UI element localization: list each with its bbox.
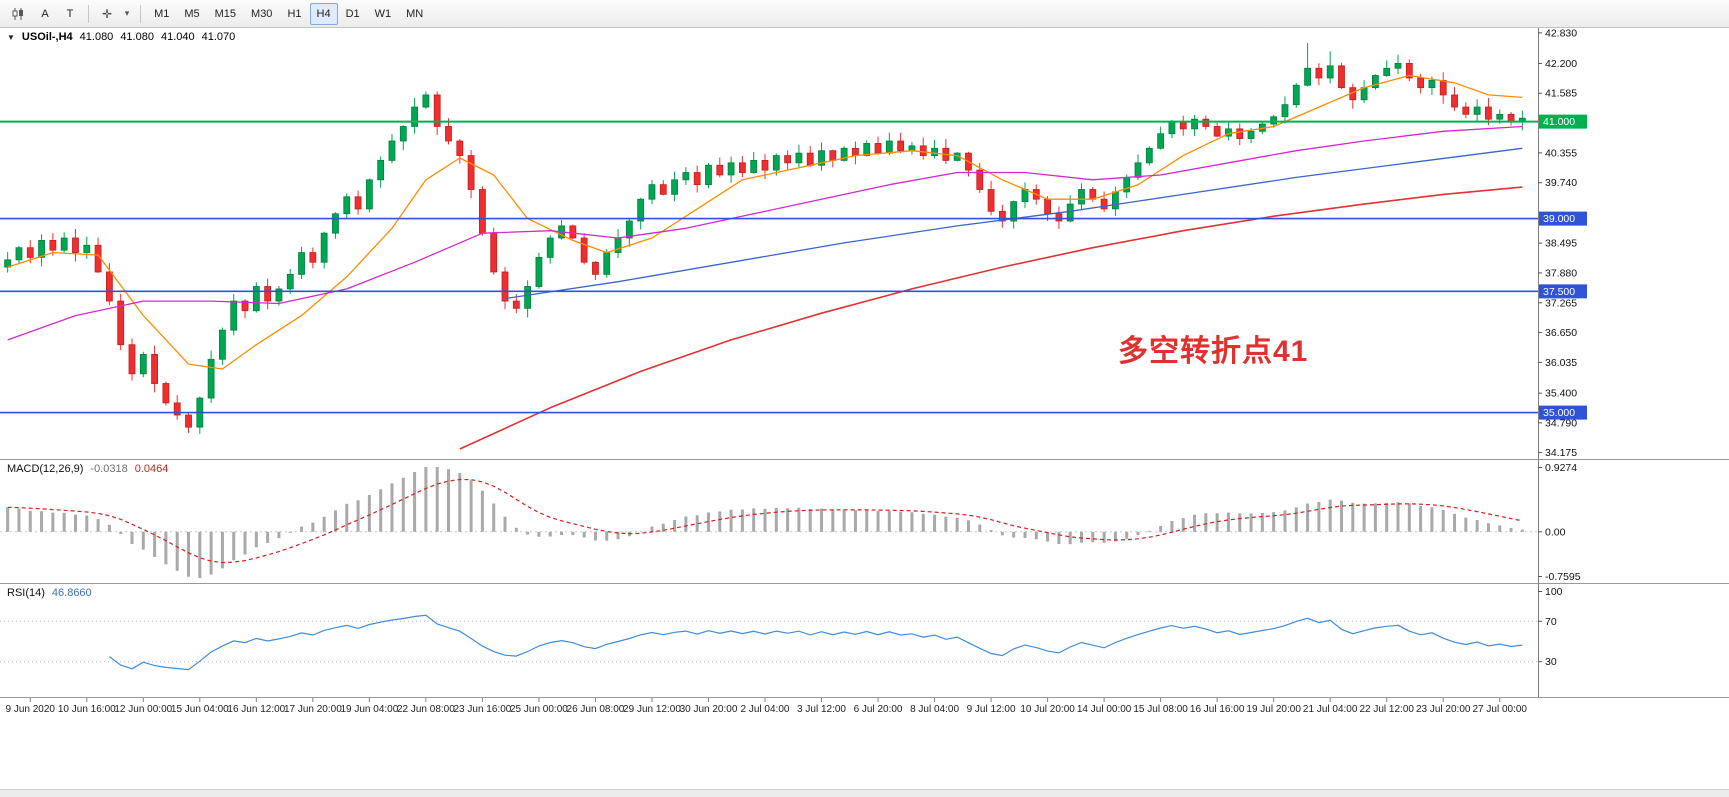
price-axis-label: 37.880	[1545, 267, 1577, 279]
price-axis-label: 37.265	[1545, 297, 1577, 309]
chart-title: ▼ USOil-,H4 41.080 41.080 41.040 41.070	[7, 31, 235, 43]
candlestick-chart-icon	[12, 7, 23, 20]
macd-axis-label: -0.7595	[1545, 571, 1581, 583]
price-axis-label: 38.495	[1545, 238, 1577, 250]
toolbar: A T ✛ ▾ M1 M5 M15 M30 H1 H4 D1 W1 MN	[0, 0, 1729, 28]
time-axis-label: 6 Jul 20:00	[854, 704, 903, 715]
time-axis-label: 23 Jul 20:00	[1416, 704, 1471, 715]
status-strip	[0, 789, 1729, 797]
timeframe-button-m15[interactable]: M15	[208, 3, 243, 25]
ohlc-close: 41.070	[201, 31, 236, 43]
time-axis-label: 10 Jul 20:00	[1020, 704, 1075, 715]
ohlc-high: 41.080	[120, 31, 154, 43]
time-axis-label: 15 Jun 04:00	[171, 704, 229, 715]
collapse-icon[interactable]: ▼	[7, 32, 15, 42]
price-axis-label: 41.585	[1545, 88, 1577, 100]
price-axis-label: 42.200	[1545, 58, 1577, 70]
macd-axis-label: 0.9274	[1545, 462, 1577, 474]
timeframe-button-m5[interactable]: M5	[177, 3, 206, 25]
price-axis-label: 39.740	[1545, 177, 1577, 189]
price-badge-label: 41.000	[1543, 116, 1575, 128]
time-axis-label: 9 Jul 12:00	[967, 704, 1016, 715]
time-axis-label: 29 Jun 12:00	[623, 704, 681, 715]
price-badge-label: 37.500	[1543, 286, 1575, 298]
toolbar-button-t[interactable]: T	[58, 3, 82, 25]
price-axis-label: 34.175	[1545, 447, 1577, 459]
time-axis-label: 30 Jun 20:00	[680, 704, 738, 715]
price-axis-label: 36.650	[1545, 327, 1577, 339]
caret-down-icon[interactable]: ▾	[120, 3, 134, 25]
time-axis-label: 3 Jul 12:00	[797, 704, 846, 715]
chart-type-icon[interactable]	[4, 3, 32, 25]
candles	[4, 43, 1526, 434]
toolbar-separator	[140, 4, 142, 23]
macd-histogram	[6, 467, 1524, 578]
rsi-axis-label: 70	[1545, 616, 1557, 628]
price-badge	[1539, 114, 1587, 129]
time-axis-label: 16 Jun 12:00	[227, 704, 285, 715]
price-axis-label: 36.035	[1545, 357, 1577, 369]
price-badge-label: 35.000	[1543, 407, 1575, 419]
ma-medium-magenta	[7, 125, 1523, 341]
timeframe-button-w1[interactable]: W1	[368, 3, 399, 25]
price-axis-label: 40.355	[1545, 147, 1577, 159]
ohlc-low: 41.040	[160, 31, 195, 43]
time-axis-label: 26 Jun 08:00	[567, 704, 625, 715]
timeframe-button-h1[interactable]: H1	[280, 3, 308, 25]
price-badge	[1539, 405, 1587, 420]
rsi-value: 46.8660	[51, 587, 92, 599]
time-axis-label: 23 Jun 16:00	[453, 704, 511, 715]
time-axis-label: 27 Jul 00:00	[1472, 704, 1527, 715]
time-axis-label: 9 Jun 2020	[6, 704, 56, 715]
macd-name: MACD(12,26,9)	[7, 463, 84, 475]
timeframe-button-m1[interactable]: M1	[147, 3, 176, 25]
time-axis-label: 25 Jun 00:00	[510, 704, 568, 715]
symbol-timeframe-label: USOil-,H4	[21, 31, 73, 43]
time-axis-label: 17 Jun 20:00	[284, 704, 342, 715]
time-axis-label: 19 Jul 20:00	[1246, 704, 1301, 715]
toolbar-separator	[88, 4, 89, 23]
macd-value-signal: 0.0464	[134, 463, 169, 475]
rsi-axis-label: 30	[1545, 656, 1557, 668]
time-axis-label: 21 Jul 04:00	[1303, 704, 1358, 715]
price-axis-label: 35.400	[1545, 388, 1577, 400]
toolbar-button-a[interactable]: A	[33, 3, 57, 25]
timeframe-button-m30[interactable]: M30	[244, 3, 279, 25]
annotation-text[interactable]: 多空转折点41	[1118, 335, 1309, 368]
time-axis-label: 12 Jun 00:00	[114, 704, 172, 715]
time-axis-label: 15 Jul 08:00	[1133, 704, 1188, 715]
rsi-name: RSI(14)	[7, 587, 45, 599]
rsi-axis-label: 100	[1545, 586, 1563, 598]
rsi-line	[109, 614, 1523, 671]
time-axis-label: 2 Jul 04:00	[741, 704, 790, 715]
crosshair-icon[interactable]: ✛	[95, 3, 119, 25]
price-badge-label: 39.000	[1543, 213, 1575, 225]
time-axis-label: 14 Jul 00:00	[1077, 704, 1132, 715]
macd-value-main: -0.0318	[90, 463, 128, 475]
time-axis-label: 22 Jun 08:00	[397, 704, 455, 715]
timeframe-group: M1 M5 M15 M30 H1 H4 D1 W1 MN	[147, 2, 430, 25]
macd-indicator-label: MACD(12,26,9) -0.0318 0.0464	[7, 463, 168, 475]
timeframe-button-mn[interactable]: MN	[399, 3, 430, 25]
price-axis-label: 42.830	[1545, 27, 1577, 39]
time-axis-label: 22 Jul 12:00	[1359, 704, 1414, 715]
ma-long-red	[459, 186, 1523, 450]
time-axis-label: 19 Jun 04:00	[340, 704, 398, 715]
timeframe-button-d1[interactable]: D1	[339, 3, 367, 25]
time-axis-label: 10 Jun 16:00	[58, 704, 116, 715]
rsi-indicator-label: RSI(14) 46.8660	[7, 587, 92, 599]
macd-axis-label: 0.00	[1545, 526, 1566, 538]
price-badge	[1539, 284, 1587, 299]
price-badge	[1539, 211, 1587, 226]
price-axis-label: 34.790	[1545, 417, 1577, 429]
ma-fast-orange	[7, 74, 1523, 370]
timeframe-button-h4[interactable]: H4	[309, 2, 338, 25]
ohlc-open: 41.080	[79, 31, 114, 43]
time-axis-label: 8 Jul 04:00	[910, 704, 959, 715]
time-axis-label: 16 Jul 16:00	[1190, 704, 1245, 715]
